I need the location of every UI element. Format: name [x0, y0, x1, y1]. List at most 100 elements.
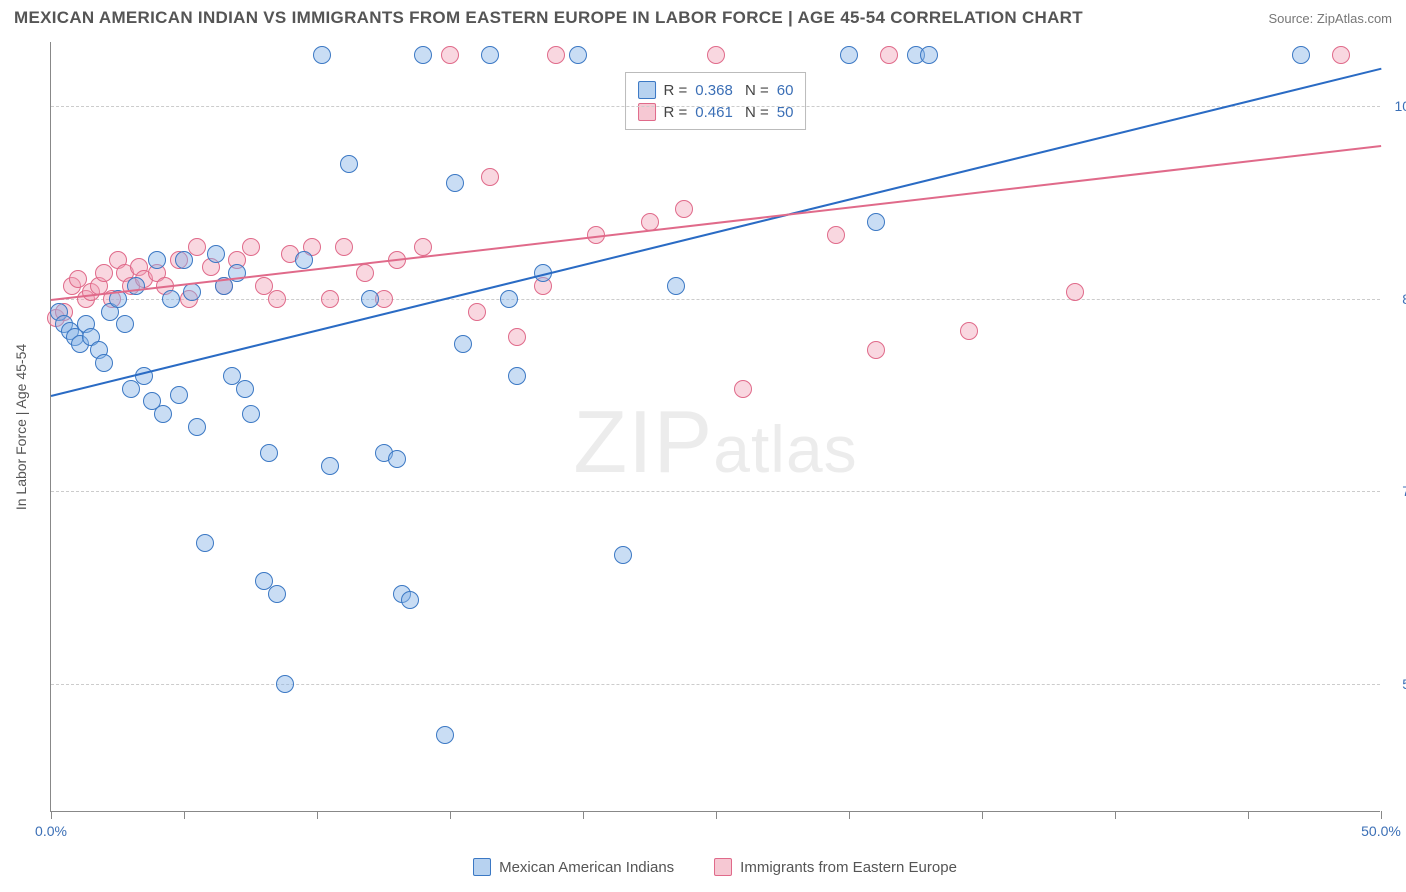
scatter-marker-blue [295, 251, 313, 269]
xtick [1381, 811, 1382, 819]
scatter-marker-blue [667, 277, 685, 295]
gridline [51, 491, 1380, 492]
legend-n-label: N = [741, 82, 769, 99]
scatter-marker-blue [95, 354, 113, 372]
xtick-label: 0.0% [35, 823, 67, 839]
scatter-marker-blue [154, 405, 172, 423]
scatter-marker-pink [268, 290, 286, 308]
scatter-marker-blue [127, 277, 145, 295]
watermark-sub: atlas [713, 412, 857, 486]
xtick [1248, 811, 1249, 819]
scatter-marker-blue [614, 546, 632, 564]
source-label: Source: ZipAtlas.com [1268, 11, 1392, 26]
scatter-marker-pink [675, 200, 693, 218]
scatter-marker-pink [508, 328, 526, 346]
scatter-marker-blue [401, 591, 419, 609]
scatter-marker-blue [196, 534, 214, 552]
scatter-marker-pink [468, 303, 486, 321]
scatter-marker-blue [268, 585, 286, 603]
scatter-marker-pink [414, 238, 432, 256]
scatter-marker-blue [361, 290, 379, 308]
scatter-marker-blue [500, 290, 518, 308]
xtick [51, 811, 52, 819]
trend-line-pink [51, 145, 1381, 301]
scatter-marker-pink [1332, 46, 1350, 64]
scatter-marker-blue [840, 46, 858, 64]
legend-n-blue: 60 [777, 82, 794, 99]
scatter-marker-pink [1066, 283, 1084, 301]
scatter-marker-pink [734, 380, 752, 398]
scatter-marker-blue [446, 174, 464, 192]
scatter-marker-blue [867, 213, 885, 231]
legend-label-blue: Mexican American Indians [499, 859, 674, 876]
xtick [849, 811, 850, 819]
legend-swatch-pink [714, 858, 732, 876]
legend-item-pink: Immigrants from Eastern Europe [714, 858, 957, 876]
scatter-marker-blue [1292, 46, 1310, 64]
legend-row-pink: R = 0.461 N = 50 [638, 101, 794, 123]
correlation-chart: In Labor Force | Age 45-54 R = 0.368 N =… [50, 42, 1380, 812]
scatter-marker-blue [170, 386, 188, 404]
scatter-marker-pink [707, 46, 725, 64]
scatter-marker-pink [441, 46, 459, 64]
scatter-marker-pink [880, 46, 898, 64]
ytick-label: 70.0% [1386, 483, 1406, 499]
legend-row-blue: R = 0.368 N = 60 [638, 79, 794, 101]
scatter-marker-blue [920, 46, 938, 64]
scatter-marker-blue [175, 251, 193, 269]
scatter-marker-blue [321, 457, 339, 475]
scatter-marker-blue [276, 675, 294, 693]
gridline [51, 299, 1380, 300]
ytick-label: 55.0% [1386, 676, 1406, 692]
xtick [1115, 811, 1116, 819]
y-axis-label: In Labor Force | Age 45-54 [13, 343, 29, 509]
scatter-marker-blue [340, 155, 358, 173]
legend-item-blue: Mexican American Indians [473, 858, 674, 876]
scatter-marker-blue [148, 251, 166, 269]
xtick [184, 811, 185, 819]
series-legend: Mexican American Indians Immigrants from… [50, 858, 1380, 876]
scatter-marker-blue [242, 405, 260, 423]
scatter-marker-blue [183, 283, 201, 301]
scatter-marker-pink [321, 290, 339, 308]
scatter-marker-pink [867, 341, 885, 359]
legend-r-label: R = [664, 82, 688, 99]
gridline [51, 684, 1380, 685]
scatter-marker-pink [335, 238, 353, 256]
scatter-marker-blue [569, 46, 587, 64]
scatter-marker-blue [116, 315, 134, 333]
scatter-marker-blue [436, 726, 454, 744]
scatter-marker-blue [508, 367, 526, 385]
scatter-marker-blue [481, 46, 499, 64]
legend-swatch-blue [638, 81, 656, 99]
scatter-marker-blue [414, 46, 432, 64]
scatter-marker-pink [827, 226, 845, 244]
scatter-marker-pink [242, 238, 260, 256]
scatter-marker-blue [260, 444, 278, 462]
xtick-label: 50.0% [1361, 823, 1401, 839]
watermark: ZIPatlas [573, 391, 857, 493]
correlation-legend: R = 0.368 N = 60 R = 0.461 N = 50 [625, 72, 807, 130]
xtick [583, 811, 584, 819]
scatter-marker-blue [313, 46, 331, 64]
xtick [450, 811, 451, 819]
gridline [51, 106, 1380, 107]
ytick-label: 100.0% [1386, 98, 1406, 114]
scatter-marker-pink [356, 264, 374, 282]
legend-swatch-blue [473, 858, 491, 876]
xtick [716, 811, 717, 819]
xtick [982, 811, 983, 819]
ytick-label: 85.0% [1386, 291, 1406, 307]
xtick [317, 811, 318, 819]
watermark-main: ZIP [573, 392, 713, 491]
scatter-marker-pink [481, 168, 499, 186]
scatter-marker-blue [236, 380, 254, 398]
scatter-marker-blue [207, 245, 225, 263]
legend-label-pink: Immigrants from Eastern Europe [740, 859, 957, 876]
scatter-marker-pink [960, 322, 978, 340]
scatter-marker-blue [162, 290, 180, 308]
page-title: MEXICAN AMERICAN INDIAN VS IMMIGRANTS FR… [14, 8, 1083, 28]
scatter-marker-blue [454, 335, 472, 353]
scatter-marker-blue [188, 418, 206, 436]
scatter-marker-pink [547, 46, 565, 64]
